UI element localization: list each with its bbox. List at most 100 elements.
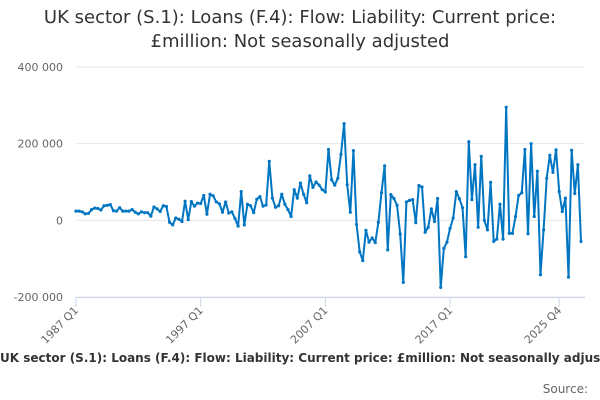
data-point[interactable]	[526, 232, 530, 236]
data-point[interactable]	[426, 225, 430, 229]
data-point[interactable]	[233, 216, 237, 221]
data-point[interactable]	[436, 196, 440, 201]
data-point[interactable]	[348, 210, 352, 214]
data-point[interactable]	[541, 228, 546, 232]
data-point[interactable]	[370, 236, 374, 240]
data-point[interactable]	[83, 212, 87, 216]
data-point[interactable]	[261, 204, 265, 208]
data-point[interactable]	[383, 164, 387, 168]
data-point[interactable]	[451, 216, 455, 220]
data-point[interactable]	[464, 255, 468, 259]
data-point[interactable]	[161, 204, 165, 208]
data-point[interactable]	[199, 201, 203, 206]
data-point[interactable]	[186, 217, 190, 222]
data-point[interactable]	[573, 191, 577, 196]
data-point[interactable]	[214, 200, 218, 204]
legend-item-series[interactable]: UK sector (S.1): Loans (F.4): Flow: Liab…	[0, 351, 600, 365]
data-point[interactable]	[164, 204, 169, 209]
data-point[interactable]	[351, 148, 356, 153]
data-point[interactable]	[326, 147, 331, 152]
data-point[interactable]	[420, 185, 424, 189]
data-point[interactable]	[189, 199, 193, 204]
data-point[interactable]	[236, 224, 240, 228]
data-point[interactable]	[454, 189, 458, 194]
data-point[interactable]	[529, 142, 533, 146]
data-point[interactable]	[114, 209, 119, 213]
data-point[interactable]	[417, 183, 421, 188]
data-point[interactable]	[429, 207, 433, 211]
data-point[interactable]	[404, 200, 409, 204]
data-point[interactable]	[342, 122, 346, 126]
data-point[interactable]	[407, 198, 412, 202]
data-point[interactable]	[155, 207, 159, 211]
data-point[interactable]	[520, 191, 524, 195]
data-point[interactable]	[301, 192, 306, 196]
data-point[interactable]	[538, 273, 543, 277]
data-point[interactable]	[510, 231, 515, 235]
data-point[interactable]	[89, 208, 94, 212]
data-point[interactable]	[439, 285, 443, 290]
data-point[interactable]	[195, 201, 200, 205]
data-point[interactable]	[460, 206, 465, 210]
data-point[interactable]	[467, 140, 471, 144]
data-point[interactable]	[470, 198, 474, 202]
data-point[interactable]	[414, 221, 418, 225]
data-point[interactable]	[124, 209, 128, 213]
data-point[interactable]	[517, 193, 521, 198]
data-point[interactable]	[339, 152, 343, 156]
data-point[interactable]	[227, 211, 231, 215]
data-point[interactable]	[205, 212, 209, 216]
data-point[interactable]	[579, 239, 583, 244]
data-point[interactable]	[171, 223, 175, 227]
data-point[interactable]	[80, 210, 84, 214]
data-point[interactable]	[211, 194, 215, 198]
data-point[interactable]	[411, 198, 415, 202]
data-point[interactable]	[224, 200, 228, 204]
data-point[interactable]	[96, 206, 100, 211]
data-point[interactable]	[130, 208, 134, 212]
data-point[interactable]	[566, 275, 571, 279]
data-point[interactable]	[395, 203, 399, 207]
data-point[interactable]	[376, 220, 380, 224]
data-point[interactable]	[242, 223, 246, 227]
data-point[interactable]	[77, 209, 81, 213]
data-point[interactable]	[239, 189, 243, 194]
data-point[interactable]	[507, 231, 511, 235]
data-point[interactable]	[482, 218, 486, 222]
data-point[interactable]	[174, 216, 178, 220]
data-point[interactable]	[108, 203, 112, 207]
data-point[interactable]	[523, 147, 527, 152]
data-point[interactable]	[308, 174, 312, 178]
data-point[interactable]	[488, 180, 493, 184]
data-point[interactable]	[317, 183, 321, 187]
data-point[interactable]	[311, 185, 315, 189]
legend[interactable]: UK sector (S.1): Loans (F.4): Flow: Liab…	[0, 351, 600, 369]
data-point[interactable]	[217, 202, 221, 206]
data-point[interactable]	[320, 188, 324, 192]
data-point[interactable]	[248, 204, 253, 208]
data-point[interactable]	[495, 237, 499, 241]
data-point[interactable]	[330, 178, 334, 182]
data-point[interactable]	[367, 240, 371, 244]
data-point[interactable]	[158, 209, 162, 214]
data-point[interactable]	[358, 250, 362, 254]
data-point[interactable]	[283, 202, 287, 206]
data-point[interactable]	[448, 226, 452, 230]
data-point[interactable]	[149, 214, 153, 218]
data-point[interactable]	[136, 212, 140, 216]
data-point[interactable]	[142, 211, 147, 215]
series-line[interactable]	[75, 106, 582, 289]
data-point[interactable]	[551, 170, 555, 175]
data-point[interactable]	[192, 204, 197, 208]
data-point[interactable]	[127, 209, 131, 213]
data-point[interactable]	[379, 191, 384, 195]
data-point[interactable]	[563, 196, 568, 200]
data-point[interactable]	[501, 237, 505, 241]
data-point[interactable]	[74, 209, 78, 213]
data-point[interactable]	[183, 199, 187, 203]
data-point[interactable]	[280, 192, 284, 196]
data-point[interactable]	[286, 208, 290, 212]
data-point[interactable]	[554, 148, 558, 152]
data-point[interactable]	[305, 201, 309, 205]
data-point[interactable]	[473, 163, 477, 167]
